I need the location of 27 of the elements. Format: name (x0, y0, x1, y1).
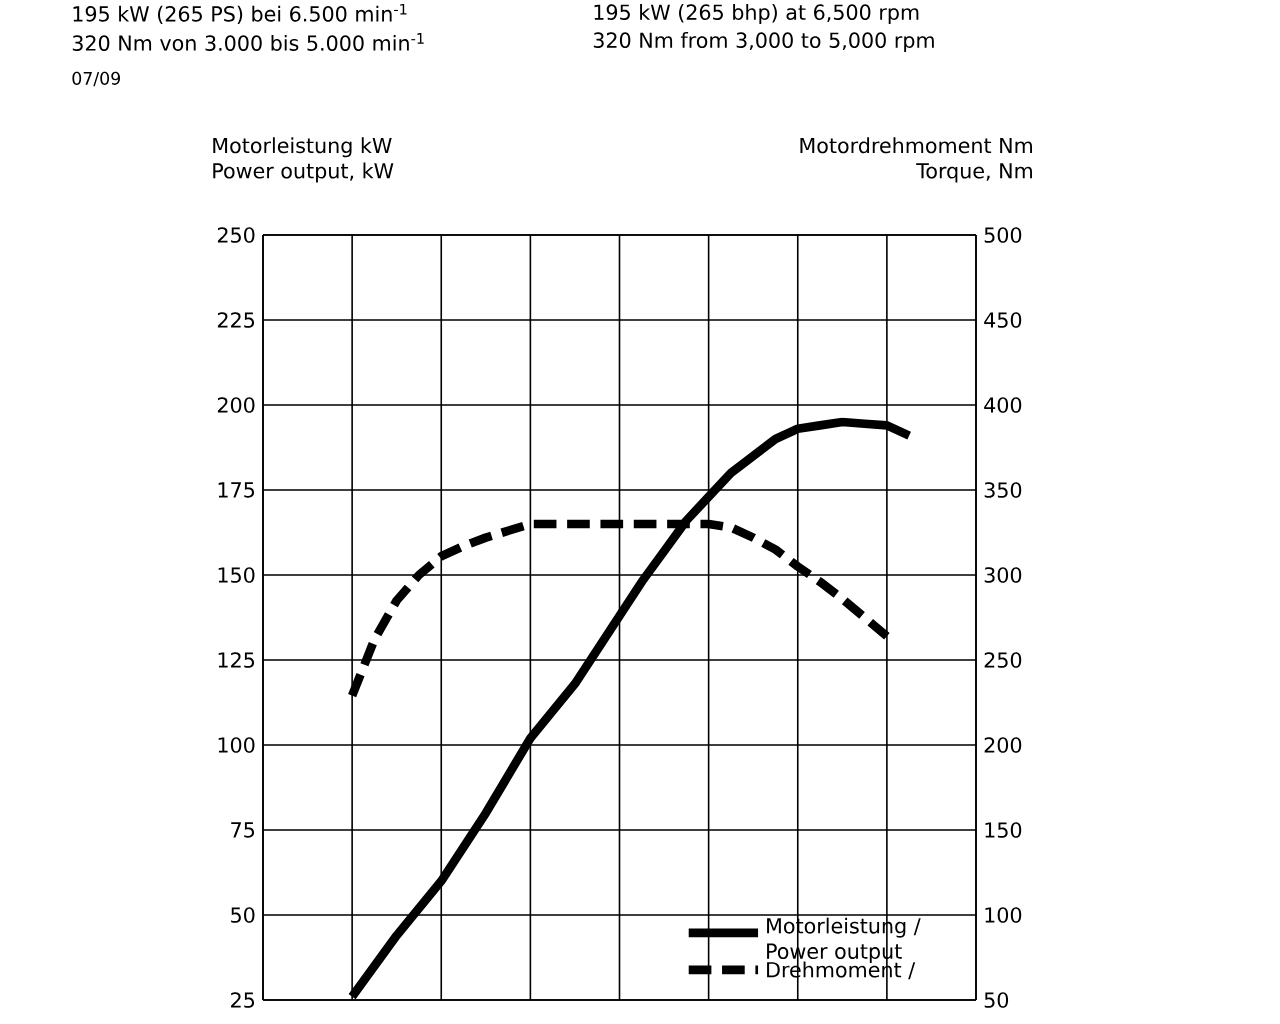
text: 320 Nm from 3,000 to 5,000 rpm (593, 32, 934, 53)
y-tick-label: 75 (231, 822, 255, 838)
y2-tick-label: 50 (984, 992, 1009, 1008)
text: 07/09 (72, 71, 120, 87)
y2-tick-label: 500 (984, 227, 1022, 243)
y2-tick-label: 250 (984, 652, 1022, 668)
y2-tick-label: 150 (985, 822, 1022, 838)
y-tick-label: 175 (218, 482, 255, 498)
y2-tick-label: 450 (984, 312, 1022, 328)
text: 320 Nm von 3.000 bis 5.000 min$^{-1}$ (72, 33, 424, 51)
text: 195 kW (265 PS) bei 6.500 min$^{-1}$ (73, 3, 407, 25)
y2-tick-label: 400 (984, 397, 1022, 413)
y2-tick-label: 200 (984, 737, 1022, 753)
y-tick-label: 200 (217, 397, 255, 413)
y2-tick-label: 100 (985, 907, 1022, 923)
text: 195 kW (265 bhp) at 6,500 rpm (594, 4, 919, 25)
y2-tick-label: 350 (984, 482, 1022, 498)
y-tick-label: 100 (218, 737, 255, 753)
y-tick-label: 50 (231, 907, 255, 923)
y2-tick-label: 300 (984, 567, 1022, 583)
y-tick-label: 250 (217, 227, 255, 243)
y-tick-label: 225 (217, 312, 255, 328)
y-axis-title: Motorleistung kW Power output, kW (213, 137, 394, 183)
y-tick-label: 150 (218, 567, 255, 583)
y-tick-label: 25 (231, 992, 255, 1008)
y-tick-label: 125 (218, 652, 255, 668)
y2-axis-title: Motordrehmoment Nm Torque, Nm (800, 137, 1032, 183)
